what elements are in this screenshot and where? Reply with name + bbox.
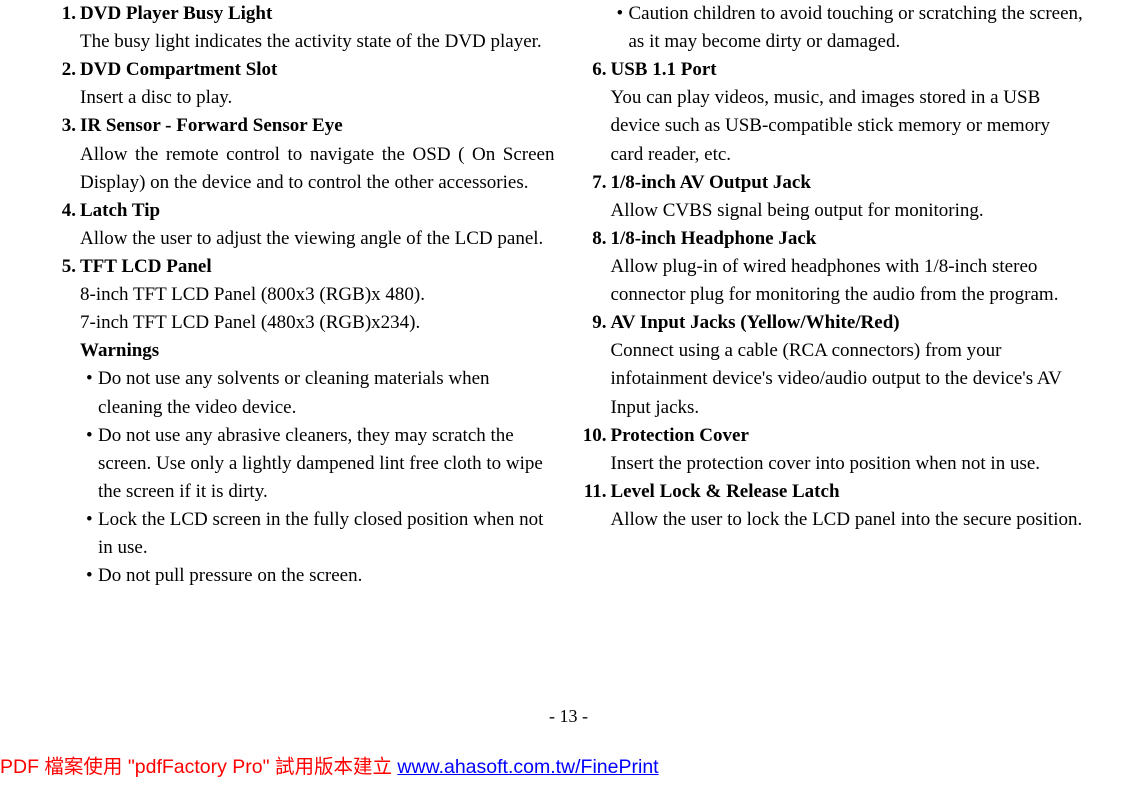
item-3-num: 3.	[52, 112, 76, 140]
footer-prefix: PDF 檔案使用 "pdfFactory Pro" 試用版本建立	[0, 756, 397, 778]
footer-link[interactable]: www.ahasoft.com.tw/FinePrint	[397, 756, 658, 778]
item-3-body: Allow the remote control to navigate the…	[80, 141, 555, 197]
item-6: 6. USB 1.1 Port You can play videos, mus…	[583, 56, 1086, 168]
page-content: 1. DVD Player Busy Light The busy light …	[0, 0, 1137, 700]
item-10-title: Protection Cover	[611, 422, 749, 450]
item-11-body: Allow the user to lock the LCD panel int…	[611, 506, 1086, 534]
item-4-title: Latch Tip	[80, 197, 160, 225]
item-9-body: Connect using a cable (RCA connectors) f…	[611, 337, 1086, 421]
item-1-title: DVD Player Busy Light	[80, 0, 272, 28]
warning-bullet-3: • Lock the LCD screen in the fully close…	[86, 506, 555, 562]
item-2-num: 2.	[52, 56, 76, 84]
item-3: 3. IR Sensor - Forward Sensor Eye Allow …	[52, 112, 555, 196]
item-11-title: Level Lock & Release Latch	[611, 478, 840, 506]
warning-1-text: Do not use any solvents or cleaning mate…	[98, 365, 555, 421]
item-10-body: Insert the protection cover into positio…	[611, 450, 1086, 478]
left-column: 1. DVD Player Busy Light The busy light …	[52, 0, 555, 700]
warning-3-text: Lock the LCD screen in the fully closed …	[98, 506, 555, 562]
warning-4-text: Do not pull pressure on the screen.	[98, 562, 555, 590]
item-3-title: IR Sensor - Forward Sensor Eye	[80, 112, 343, 140]
item-7-num: 7.	[583, 169, 607, 197]
item-9-title: AV Input Jacks (Yellow/White/Red)	[611, 309, 900, 337]
item-9: 9. AV Input Jacks (Yellow/White/Red) Con…	[583, 309, 1086, 421]
item-5-num: 5.	[52, 253, 76, 281]
item-6-title: USB 1.1 Port	[611, 56, 717, 84]
item-5-title: TFT LCD Panel	[80, 253, 212, 281]
bullet-icon: •	[617, 0, 629, 56]
warnings-label: Warnings	[80, 337, 555, 365]
item-4-num: 4.	[52, 197, 76, 225]
item-9-num: 9.	[583, 309, 607, 337]
item-2-body: Insert a disc to play.	[80, 84, 555, 112]
warning-bullet-5: • Caution children to avoid touching or …	[617, 0, 1086, 56]
page-number: - 13 -	[0, 706, 1137, 727]
right-column: • Caution children to avoid touching or …	[583, 0, 1086, 700]
item-8-body: Allow plug-in of wired headphones with 1…	[611, 253, 1086, 309]
item-5-line2: 7-inch TFT LCD Panel (480x3 (RGB)x234).	[80, 309, 555, 337]
item-6-body: You can play videos, music, and images s…	[611, 84, 1086, 168]
bullet-icon: •	[86, 562, 98, 590]
bullet-icon: •	[86, 506, 98, 562]
item-11: 11. Level Lock & Release Latch Allow the…	[583, 478, 1086, 534]
item-4-body: Allow the user to adjust the viewing ang…	[80, 225, 555, 253]
item-11-num: 11.	[583, 478, 607, 506]
item-5: 5. TFT LCD Panel 8-inch TFT LCD Panel (8…	[52, 253, 555, 590]
item-2-title: DVD Compartment Slot	[80, 56, 277, 84]
pdf-watermark-footer: PDF 檔案使用 "pdfFactory Pro" 試用版本建立 www.aha…	[0, 750, 659, 779]
item-7: 7. 1/8-inch AV Output Jack Allow CVBS si…	[583, 169, 1086, 225]
warning-bullet-1: • Do not use any solvents or cleaning ma…	[86, 365, 555, 421]
warning-bullet-4: • Do not pull pressure on the screen.	[86, 562, 555, 590]
bullet-icon: •	[86, 365, 98, 421]
item-7-title: 1/8-inch AV Output Jack	[611, 169, 811, 197]
warning-5-text: Caution children to avoid touching or sc…	[629, 0, 1086, 56]
item-8: 8. 1/8-inch Headphone Jack Allow plug-in…	[583, 225, 1086, 309]
item-8-title: 1/8-inch Headphone Jack	[611, 225, 817, 253]
item-6-num: 6.	[583, 56, 607, 84]
item-10: 10. Protection Cover Insert the protecti…	[583, 422, 1086, 478]
item-7-body: Allow CVBS signal being output for monit…	[611, 197, 1086, 225]
bullet-icon: •	[86, 422, 98, 506]
item-1-num: 1.	[52, 0, 76, 28]
item-4: 4. Latch Tip Allow the user to adjust th…	[52, 197, 555, 253]
item-1-body: The busy light indicates the activity st…	[80, 28, 555, 56]
warning-bullet-2: • Do not use any abrasive cleaners, they…	[86, 422, 555, 506]
item-5-line1: 8-inch TFT LCD Panel (800x3 (RGB)x 480).	[80, 281, 555, 309]
item-1: 1. DVD Player Busy Light The busy light …	[52, 0, 555, 56]
item-10-num: 10.	[583, 422, 607, 450]
item-2: 2. DVD Compartment Slot Insert a disc to…	[52, 56, 555, 112]
item-8-num: 8.	[583, 225, 607, 253]
warning-2-text: Do not use any abrasive cleaners, they m…	[98, 422, 555, 506]
